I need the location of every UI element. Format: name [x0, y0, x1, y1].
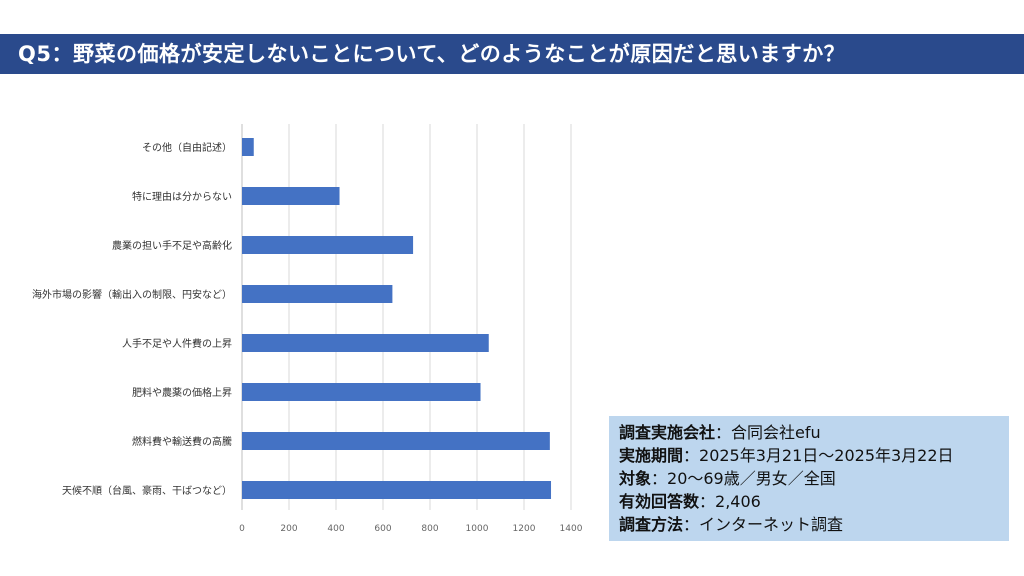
x-tick-label: 400 — [327, 524, 344, 534]
x-tick-label: 1400 — [560, 524, 583, 534]
x-tick-label: 800 — [421, 524, 438, 534]
survey-info-box: 調査実施会社：合同会社efu 実施期間：2025年3月21日～2025年3月22… — [609, 416, 1009, 541]
x-tick-label: 600 — [374, 524, 391, 534]
bar — [242, 481, 552, 499]
chart-x-tick-labels: 0 200 400 600 800 1000 1200 1400 — [239, 524, 583, 534]
category-label: 肥料や農薬の価格上昇 — [132, 386, 232, 399]
bar — [242, 383, 481, 401]
info-key: 調査方法 — [619, 515, 684, 534]
info-row-company: 調査実施会社：合同会社efu — [619, 421, 999, 444]
info-value: ：2,406 — [699, 492, 761, 511]
info-key: 調査実施会社 — [619, 423, 716, 442]
category-label: 農業の担い手不足や高齢化 — [112, 239, 232, 252]
x-tick-label: 1000 — [466, 524, 489, 534]
info-key: 有効回答数 — [619, 492, 700, 511]
info-row-period: 実施期間：2025年3月21日～2025年3月22日 — [619, 444, 999, 467]
info-row-target: 対象：20～69歳／男女／全国 — [619, 467, 999, 490]
category-label: 特に理由は分からない — [132, 190, 232, 203]
category-label: 人手不足や人件費の上昇 — [122, 337, 232, 350]
info-value: ：合同会社efu — [715, 423, 821, 442]
bar — [242, 285, 393, 303]
x-tick-label: 1200 — [513, 524, 536, 534]
bar-chart: その他（自由記述） 特に理由は分からない農業の担い手不足や高齢化海外市場の影響（輸… — [32, 124, 583, 534]
bar — [242, 334, 489, 352]
info-value: ：2025年3月21日～2025年3月22日 — [683, 446, 954, 465]
info-row-method: 調査方法：インターネット調査 — [619, 513, 999, 536]
info-key: 対象 — [619, 469, 652, 488]
category-label: 燃料費や輸送費の高騰 — [132, 435, 232, 448]
category-label: 海外市場の影響（輸出入の制限、円安など） — [32, 288, 232, 301]
bar — [242, 236, 414, 254]
info-value: ：インターネット調査 — [683, 515, 844, 534]
category-label: その他（自由記述） — [142, 141, 232, 154]
page-title: Q5：野菜の価格が安定しないことについて、どのようなことが原因だと思いますか？ — [0, 34, 1024, 74]
x-tick-label: 200 — [280, 524, 297, 534]
info-value: ：20～69歳／男女／全国 — [651, 469, 836, 488]
bar — [242, 138, 254, 156]
category-label: 天候不順（台風、豪雨、干ばつなど） — [62, 484, 232, 497]
bar — [242, 187, 340, 205]
chart-gridlines — [241, 124, 572, 510]
x-tick-label: 0 — [239, 524, 245, 534]
chart-bars — [242, 138, 552, 499]
info-row-responses: 有効回答数：2,406 — [619, 490, 999, 513]
chart-category-labels: その他（自由記述） 特に理由は分からない農業の担い手不足や高齢化海外市場の影響（輸… — [32, 141, 232, 497]
bar — [242, 432, 550, 450]
info-key: 実施期間 — [619, 446, 684, 465]
